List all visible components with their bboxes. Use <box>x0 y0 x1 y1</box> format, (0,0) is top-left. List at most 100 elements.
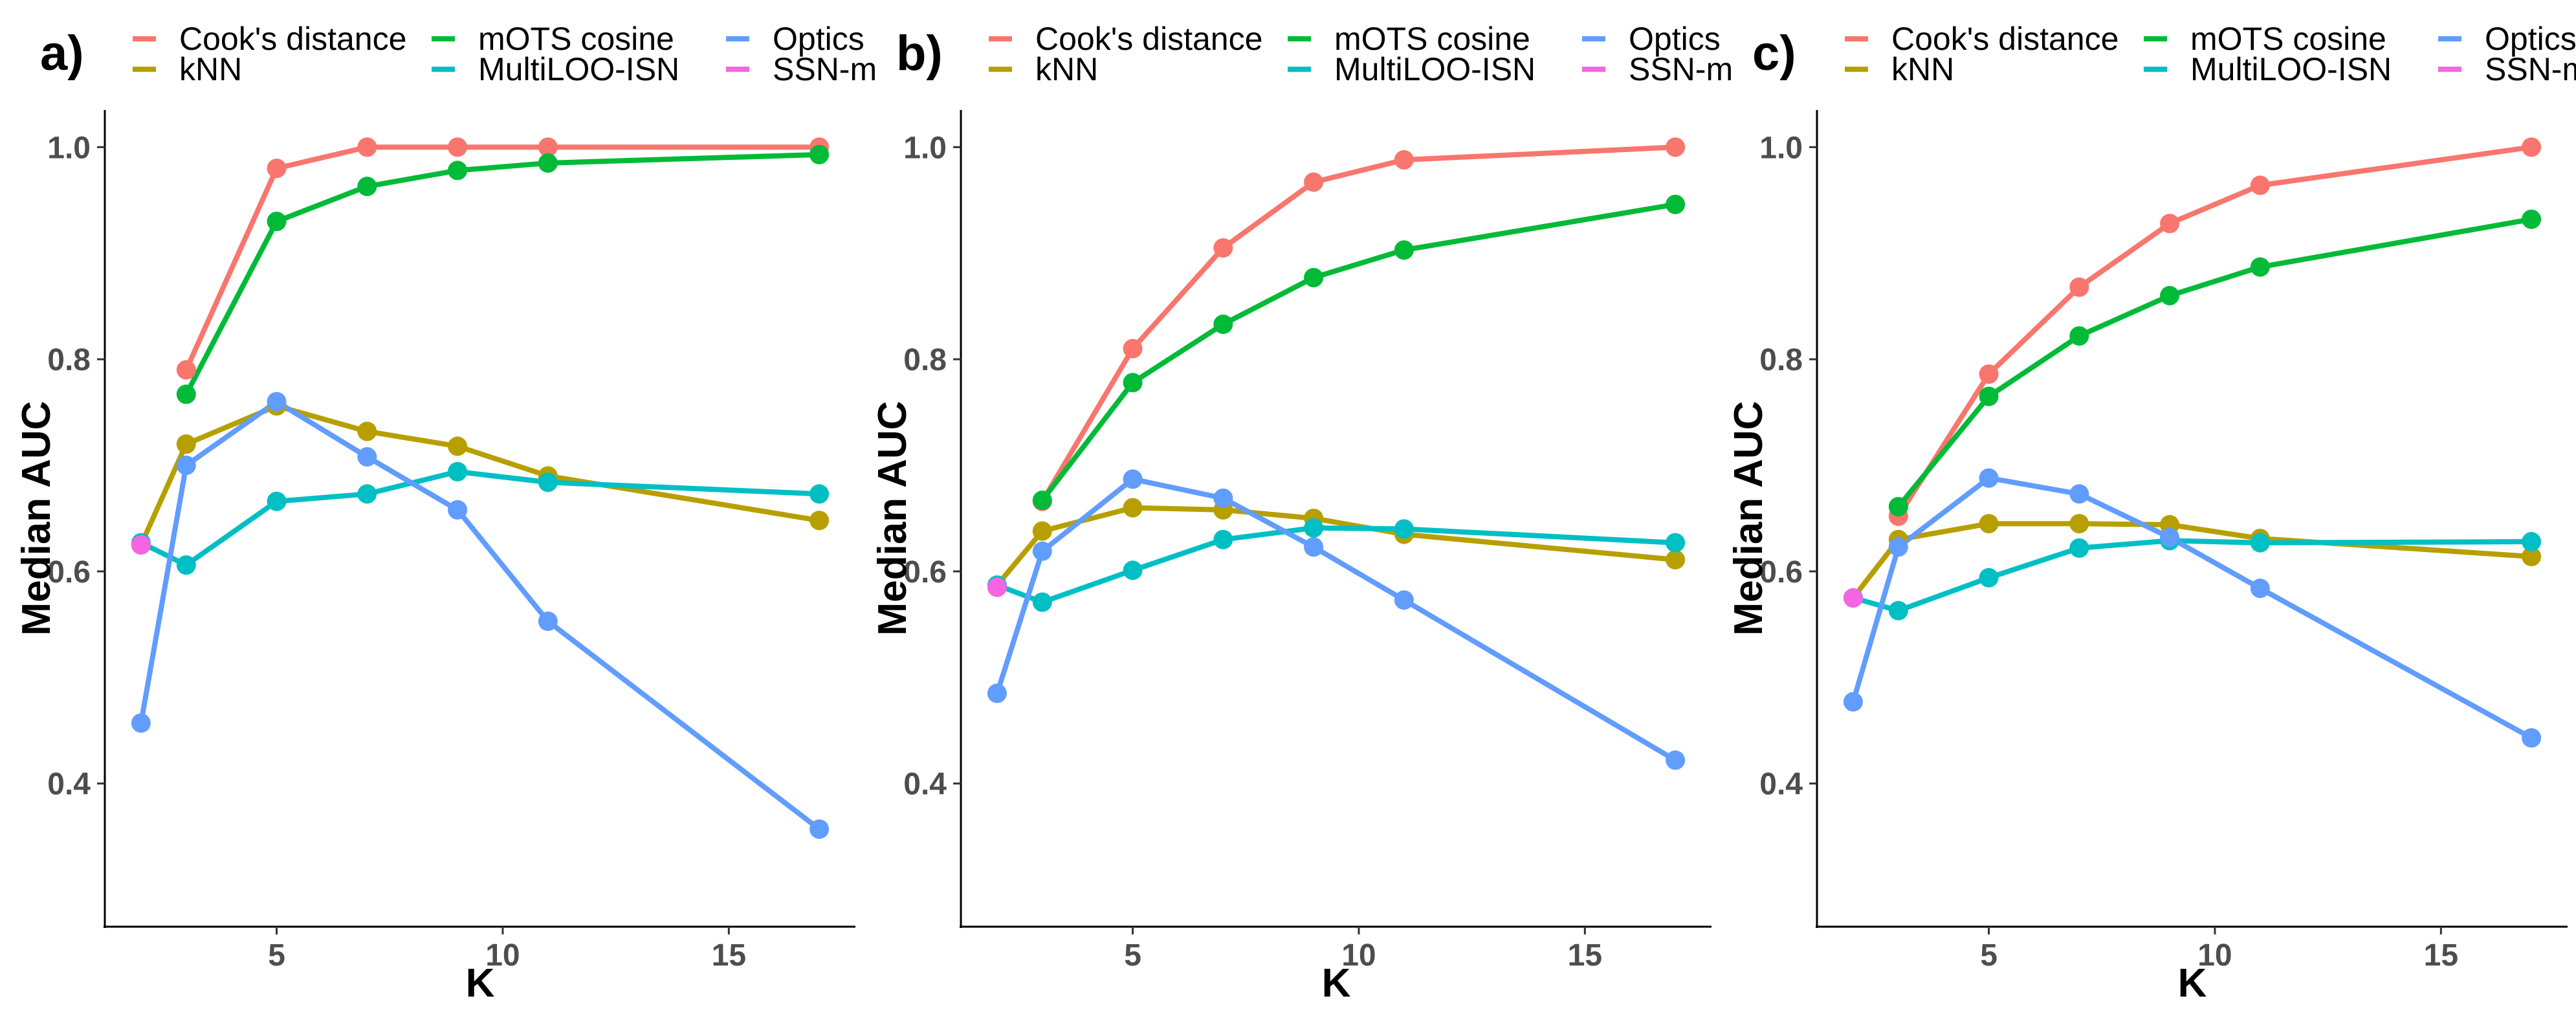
legend-entry: kNN <box>1845 51 1954 87</box>
data-point-ssn-m <box>1843 588 1863 608</box>
data-point-optics <box>987 683 1007 703</box>
legend-entry: MultiLOO-ISN <box>1288 51 1536 87</box>
y-tick-label: 0.4 <box>1759 768 1803 802</box>
legend-label: mOTS cosine <box>478 21 674 57</box>
y-tick-label: 1.0 <box>1759 131 1803 165</box>
data-point-knn <box>2069 514 2089 534</box>
data-point-mots-cosine <box>2069 326 2089 346</box>
series-line-mots-cosine <box>1040 201 1676 502</box>
data-point-multiloo-isn <box>448 461 468 481</box>
data-point-multiloo-isn <box>1979 568 1999 588</box>
x-axis-title: K <box>466 961 495 1006</box>
data-point-optics <box>267 392 287 412</box>
data-point-optics <box>2069 484 2089 504</box>
data-point-mots-cosine <box>448 160 468 181</box>
series-line-mots-cosine <box>1896 216 2532 509</box>
data-point-cook-s-distance <box>2522 137 2542 157</box>
data-point-multiloo-isn <box>1213 529 1233 549</box>
data-point-knn <box>1666 549 1686 569</box>
y-tick-label: 0.6 <box>903 555 947 590</box>
data-point-cook-s-distance <box>448 137 468 157</box>
data-point-multiloo-isn <box>176 555 196 575</box>
y-axis-title: Median AUC <box>1726 401 1771 636</box>
panel-label: c) <box>1752 26 1796 81</box>
legend-label: kNN <box>1891 51 1954 87</box>
data-point-mots-cosine <box>2522 209 2542 229</box>
y-tick-label: 0.6 <box>1759 555 1803 590</box>
y-tick-label: 0.4 <box>47 768 91 802</box>
data-point-cook-s-distance <box>1213 238 1233 258</box>
y-tick-label: 0.6 <box>47 555 91 590</box>
series-line-optics <box>138 399 821 832</box>
data-point-optics <box>1213 488 1233 508</box>
legend-label: mOTS cosine <box>1334 21 1530 57</box>
data-point-knn <box>176 434 196 454</box>
y-tick-label: 1.0 <box>47 131 91 165</box>
data-point-optics <box>1888 537 1908 557</box>
y-tick-label: 0.8 <box>1759 343 1803 377</box>
y-tick-label: 0.4 <box>903 768 947 802</box>
data-point-optics <box>1979 468 1999 488</box>
data-point-cook-s-distance <box>176 360 196 380</box>
data-point-multiloo-isn <box>809 484 830 504</box>
series-line-cook-s-distance <box>1896 144 2532 518</box>
legend-label: Cook's distance <box>1891 21 2119 57</box>
data-point-cook-s-distance <box>357 137 377 157</box>
data-point-cook-s-distance <box>1304 172 1324 192</box>
legend-label: mOTS cosine <box>2190 21 2386 57</box>
legend-entry: MultiLOO-ISN <box>432 51 679 87</box>
data-point-multiloo-isn <box>357 484 377 504</box>
x-tick-label: 10 <box>485 938 520 973</box>
x-tick-label: 5 <box>268 938 285 973</box>
legend-entry: Cook's distance <box>989 21 1262 57</box>
data-point-mots-cosine <box>1979 386 1999 406</box>
panel-label: b) <box>896 26 943 81</box>
data-point-multiloo-isn <box>2069 538 2089 558</box>
data-point-cook-s-distance <box>1979 364 1999 384</box>
y-tick-label: 0.8 <box>903 343 947 377</box>
legend-label: MultiLOO-ISN <box>478 51 679 87</box>
x-tick-label: 10 <box>2197 938 2232 973</box>
legend-label: Optics <box>2485 21 2576 57</box>
legend-entry: Cook's distance <box>1845 21 2119 57</box>
data-point-multiloo-isn <box>1304 518 1324 538</box>
data-point-mots-cosine <box>1304 267 1324 287</box>
legend-label: MultiLOO-ISN <box>1334 51 1536 87</box>
y-axis-title: Median AUC <box>870 401 915 636</box>
x-tick-label: 15 <box>1568 938 1602 973</box>
data-point-ssn-m <box>131 535 151 555</box>
legend-entry: Optics <box>2438 21 2576 57</box>
series-line-cook-s-distance <box>184 144 820 371</box>
data-point-multiloo-isn <box>1888 601 1908 621</box>
data-point-optics <box>131 713 151 733</box>
data-point-multiloo-isn <box>1666 533 1686 553</box>
data-point-optics <box>2522 728 2542 748</box>
legend-label: kNN <box>179 51 242 87</box>
data-point-mots-cosine <box>1888 496 1908 516</box>
x-tick-label: 15 <box>2424 938 2458 973</box>
data-point-mots-cosine <box>1123 373 1143 393</box>
data-point-cook-s-distance <box>2250 175 2270 195</box>
legend-entry: mOTS cosine <box>432 21 674 57</box>
data-point-optics <box>538 611 558 631</box>
data-point-optics <box>1304 537 1324 557</box>
data-point-cook-s-distance <box>2160 214 2180 234</box>
series-line-optics <box>1851 475 2533 740</box>
legend-label: Optics <box>1629 21 1721 57</box>
data-point-mots-cosine <box>176 384 196 404</box>
data-point-multiloo-isn <box>1032 592 1052 612</box>
series-line-multiloo-isn <box>140 469 820 568</box>
data-point-mots-cosine <box>2250 257 2270 277</box>
legend-label: kNN <box>1035 51 1098 87</box>
data-point-cook-s-distance <box>538 137 558 157</box>
legend-label: SSN-m <box>773 51 877 87</box>
legend-entry: SSN-m <box>2438 51 2576 87</box>
legend-entry: MultiLOO-ISN <box>2144 51 2392 87</box>
data-point-mots-cosine <box>1666 194 1686 214</box>
y-tick-label: 0.8 <box>47 343 91 377</box>
data-point-multiloo-isn <box>2250 533 2270 553</box>
x-tick-label: 5 <box>1980 938 1998 973</box>
legend-label: Cook's distance <box>1035 21 1262 57</box>
